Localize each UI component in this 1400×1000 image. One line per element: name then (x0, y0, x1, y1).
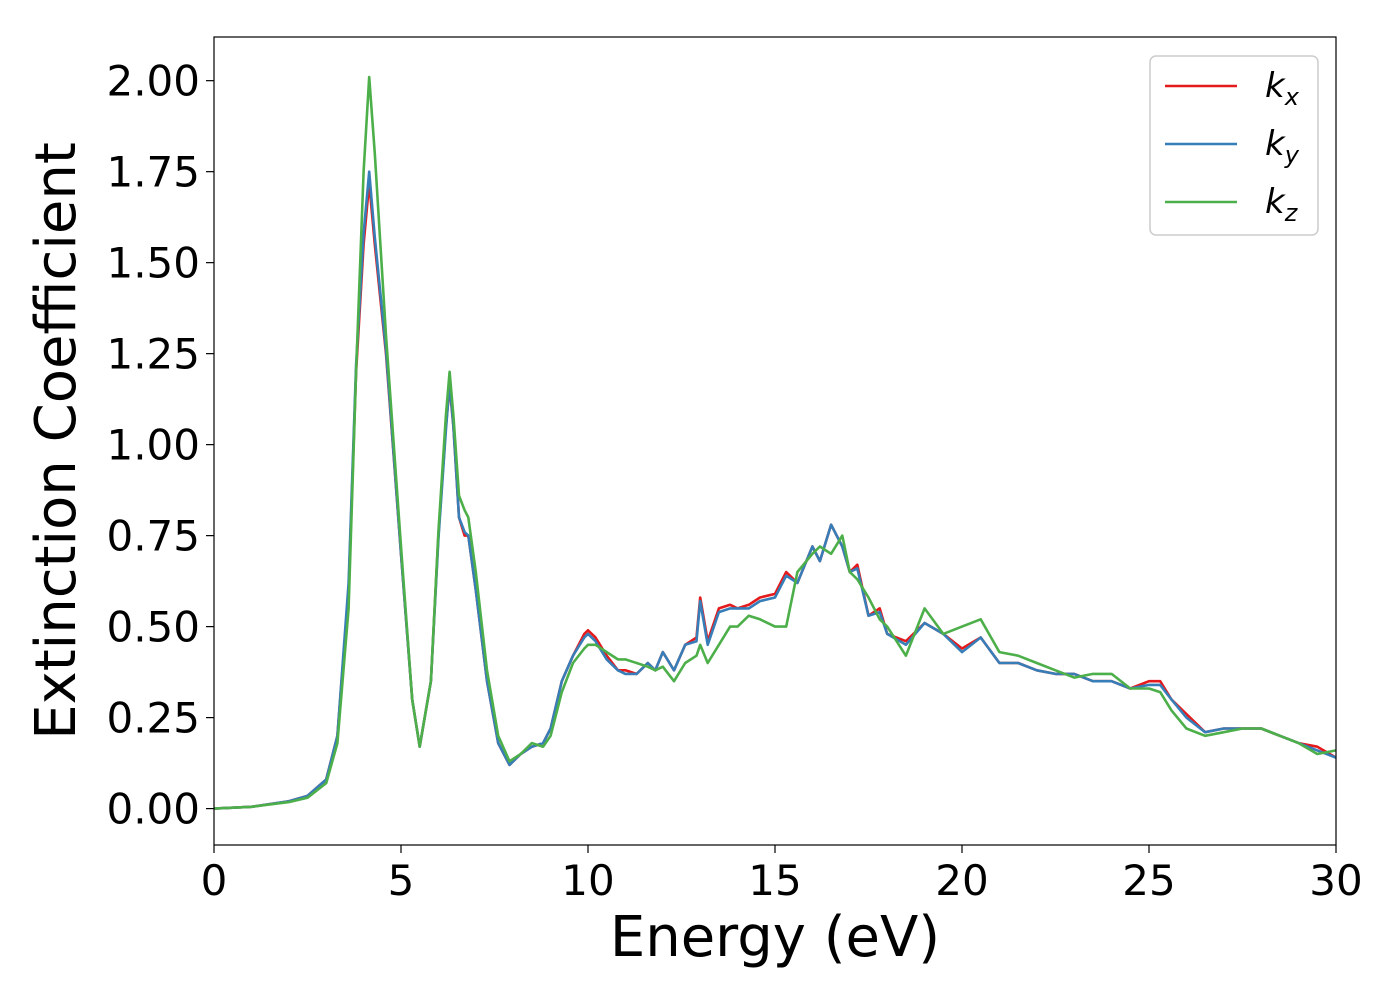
y-tick-label: 1.75 (106, 148, 200, 197)
legend-label-kz: kz (1265, 182, 1299, 227)
legend: kx ky kz (1149, 55, 1319, 236)
legend-box (1149, 55, 1319, 236)
y-tick-label: 0.00 (106, 785, 200, 834)
legend-label-kx: kx (1265, 66, 1300, 111)
y-tick-label: 0.50 (106, 603, 200, 652)
series-layer (213, 75, 1337, 810)
y-tick-label: 1.00 (106, 421, 200, 470)
x-tick-label: 30 (1309, 856, 1362, 905)
y-tick-label: 0.25 (106, 694, 200, 743)
x-tick-label: 5 (388, 856, 415, 905)
x-axis-label: Energy (eV) (610, 905, 940, 970)
y-axis-label: Extinction Coefficient (24, 142, 89, 740)
y-tick-label: 1.25 (106, 330, 200, 379)
y-tick-label: 1.50 (106, 239, 200, 288)
x-tick-label: 0 (201, 856, 228, 905)
legend-label-ky: ky (1265, 124, 1300, 169)
x-tick-label: 20 (935, 856, 988, 905)
x-tick-label: 25 (1122, 856, 1175, 905)
series-line-kz (213, 75, 1337, 810)
x-tick-label: 10 (561, 856, 614, 905)
y-axis-ticks: 0.00 0.25 0.50 0.75 1.00 1.25 1.50 1.75 2.00 (106, 57, 214, 834)
y-tick-label: 0.75 (106, 512, 200, 561)
x-tick-label: 15 (748, 856, 801, 905)
y-tick-label: 2.00 (106, 57, 200, 106)
x-axis-ticks: 0 5 10 15 20 25 30 (201, 845, 1363, 905)
